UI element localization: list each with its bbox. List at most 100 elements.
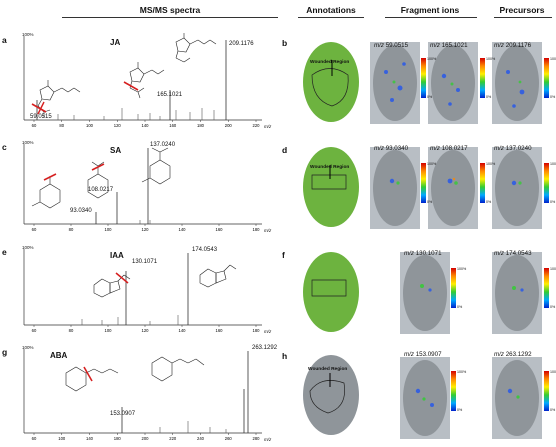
peak-label-137: 137.0240 xyxy=(150,142,176,148)
intensity-scale-1 xyxy=(451,371,456,411)
compound-name: SA xyxy=(110,146,122,155)
sa-structure-right xyxy=(141,147,171,185)
sa-structure-left xyxy=(31,176,61,209)
fragments-header: Fragment ions xyxy=(400,5,460,15)
annotations-header: Annotations xyxy=(306,5,356,15)
panel-letter: a xyxy=(2,35,7,45)
scale-bottom-label: 0% xyxy=(457,408,463,412)
x-tick-label: 260 xyxy=(225,436,233,441)
scale-top-label: 100% xyxy=(427,162,437,166)
y-axis-top: 100% xyxy=(22,345,34,350)
x-tick-label: 160 xyxy=(216,227,224,232)
x-tick-label: 140 xyxy=(142,123,150,128)
x-tick-label: 200 xyxy=(225,123,233,128)
ja-structure-left xyxy=(37,80,81,118)
intensity-scale-1 xyxy=(421,58,426,98)
spectrum-panel-e: e 60 80 100 120 140 160 180 100% IAA 174.0543 … xyxy=(0,245,280,347)
x-axis-unit: m/z xyxy=(264,228,272,233)
precursor-leaf xyxy=(495,45,539,121)
spectrum-panel-g: g 60 100 140 180 200 220 240 260 280 100% ABA 26… xyxy=(0,345,280,447)
scale-top-label: 100% xyxy=(427,57,437,61)
x-tick-label: 140 xyxy=(179,227,187,232)
scale-top-label: 100% xyxy=(457,267,467,271)
leaf-images-d xyxy=(303,147,542,229)
x-axis-unit: m/z xyxy=(264,437,272,442)
scale-bottom-label: 0% xyxy=(550,200,556,204)
scale-bottom-label: 0% xyxy=(486,200,492,204)
precursor-mz: m/z 209.1176 xyxy=(494,42,532,49)
minor-peaks xyxy=(57,108,215,120)
x-tick-label: 120 xyxy=(142,328,150,333)
y-axis-top: 100% xyxy=(22,140,34,145)
spectrum-panel-a: a 60 80 100 120 140 160 180 200 220 xyxy=(0,30,280,132)
intensity-scale-2 xyxy=(544,268,549,308)
fragment-mz-2: m/z 165.1021 xyxy=(430,42,468,49)
x-axis-unit: m/z xyxy=(264,124,272,129)
x-tick-label: 60 xyxy=(32,227,37,232)
panel-letter: c xyxy=(2,142,7,152)
scale-top-label: 100% xyxy=(486,57,496,61)
aba-structure-left xyxy=(65,366,119,392)
precursor-leaf xyxy=(495,150,539,226)
y-axis-top: 100% xyxy=(22,32,34,37)
peak-label-130: 130.1071 xyxy=(132,259,158,265)
iaa-structure-right xyxy=(199,264,237,288)
fragments-header-rule xyxy=(385,17,477,18)
scale-top-label: 100% xyxy=(550,267,556,271)
scale-bottom-label: 0% xyxy=(550,408,556,412)
panel-letter: f xyxy=(282,250,285,260)
peak-label-153: 153.0907 xyxy=(110,411,136,417)
msms-header-rule xyxy=(62,17,278,18)
annotation-label: Wounded Region xyxy=(308,367,348,372)
intensity-scale-3 xyxy=(544,58,549,98)
spectrum-ja: 60 80 100 120 140 160 180 200 220 xyxy=(23,33,262,128)
x-tick-label: 120 xyxy=(142,227,150,232)
fragment-mz-1: m/z 153.0907 xyxy=(404,351,442,358)
x-tick-label: 180 xyxy=(197,123,205,128)
x-tick-label: 140 xyxy=(86,436,94,441)
panel-letter: g xyxy=(2,347,8,357)
spectrum-panel-c: c 60 80 100 120 140 160 180 100% SA 137.0240 1… xyxy=(0,140,280,242)
x-tick-label: 60 xyxy=(32,436,37,441)
fragment-leaf-1 xyxy=(403,255,447,331)
x-tick-label: 100 xyxy=(58,436,66,441)
x-tick-label: 60 xyxy=(32,328,37,333)
scale-top-label: 100% xyxy=(457,370,467,374)
peak-label-174: 174.0543 xyxy=(192,247,218,253)
fragment-mz-2: m/z 108.0217 xyxy=(430,145,468,152)
annotated-leaf xyxy=(303,252,359,332)
spectrum-aba: 60 100 140 180 200 220 240 260 280 xyxy=(23,349,262,441)
scale-bottom-label: 0% xyxy=(550,95,556,99)
annotation-label: Wounded Region xyxy=(310,165,350,170)
annotated-leaf xyxy=(303,147,359,227)
x-tick-label: 80 xyxy=(59,123,64,128)
msms-header: MS/MS spectra xyxy=(139,5,201,15)
ja-structure-top xyxy=(175,33,217,63)
panel-letter: e xyxy=(2,247,7,257)
scale-top-label: 100% xyxy=(550,370,556,374)
leaf-images-h xyxy=(303,355,542,439)
x-tick-label: 120 xyxy=(114,123,122,128)
x-tick-label: 100 xyxy=(105,328,113,333)
x-tick-label: 140 xyxy=(179,328,187,333)
precursor-leaf xyxy=(495,255,539,331)
intensity-scale-3 xyxy=(544,163,549,203)
precursor-mz: m/z 137.0240 xyxy=(494,145,532,152)
peak-label-209: 209.1176 xyxy=(229,41,254,47)
fragment-leaf-2 xyxy=(431,150,475,226)
x-tick-label: 220 xyxy=(169,436,177,441)
intensity-scale-2 xyxy=(480,58,485,98)
scale-top-label: 100% xyxy=(550,162,556,166)
fragment-mz-1: m/z 93.0340 xyxy=(374,145,409,152)
image-row-f: f m/z 130.1071 m/z 174.0543 100% 0% 100% 0% xyxy=(282,240,556,340)
scale-bottom-label: 0% xyxy=(457,305,463,309)
peak-label-108: 108.0217 xyxy=(88,187,114,193)
x-axis-unit: m/z xyxy=(264,329,272,334)
annotated-leaf xyxy=(303,42,359,122)
x-axis-ticks: 60 80 100 120 140 160 180 xyxy=(32,224,260,232)
precursors-header-rule xyxy=(494,17,552,18)
leaf-images-b xyxy=(303,42,542,124)
scale-bottom-label: 0% xyxy=(427,95,433,99)
image-row-d: d Wounded Region m/z 93.0340 m/z 108.021… xyxy=(282,135,556,235)
intensity-scale-1 xyxy=(421,163,426,203)
